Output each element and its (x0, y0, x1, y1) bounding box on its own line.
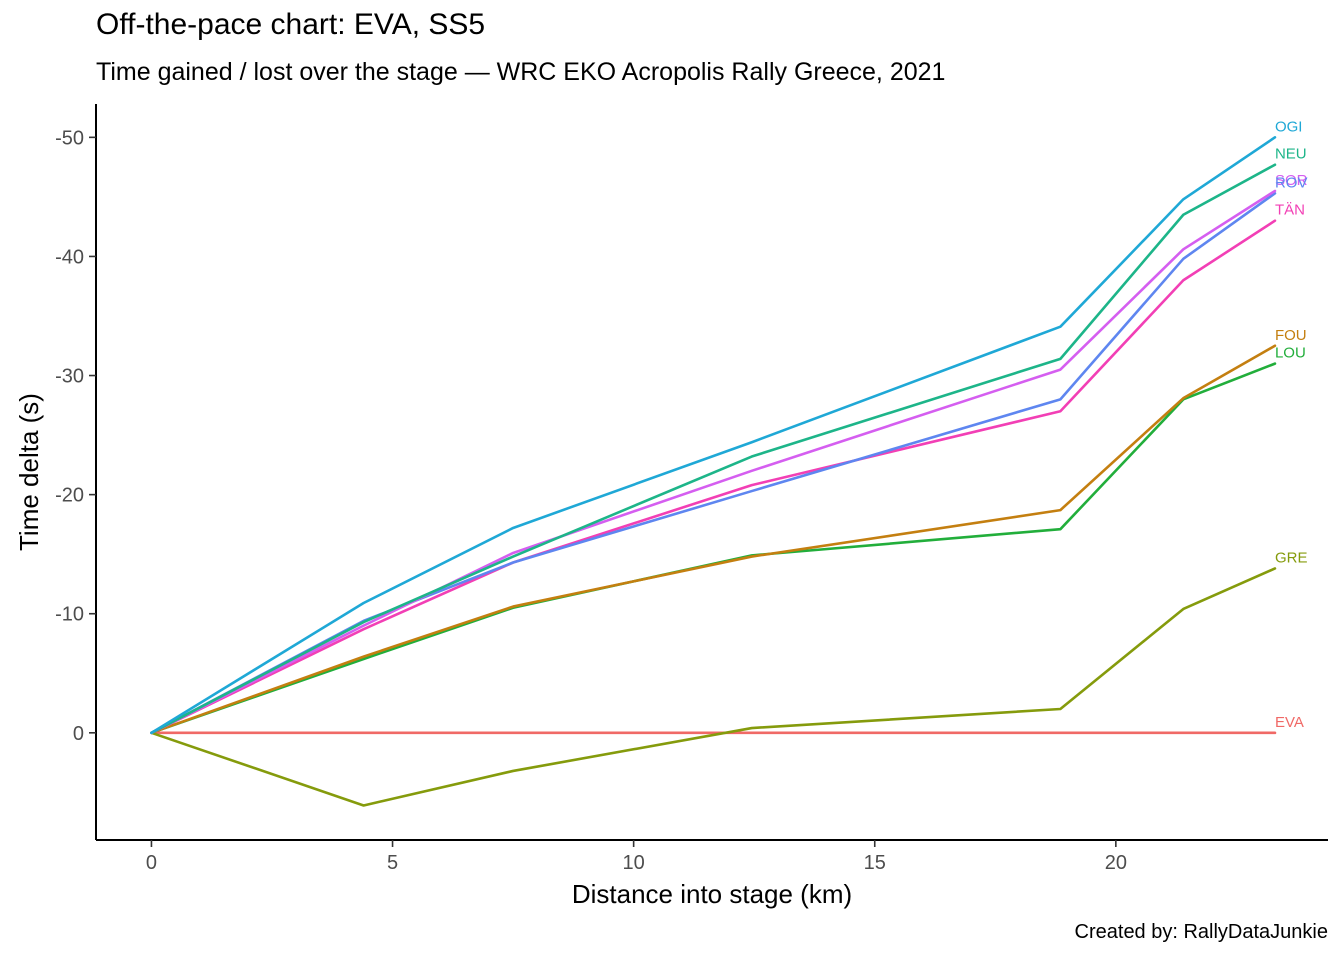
y-tick-label: -40 (55, 246, 84, 268)
series-line-tän (150, 219, 1277, 735)
series-line-ogi (150, 136, 1277, 735)
series-end-label: TÄN (1275, 202, 1305, 219)
x-tick-label: 0 (146, 852, 157, 874)
y-tick-label: 0 (73, 723, 84, 745)
x-axis-label: Distance into stage (km) (572, 879, 852, 909)
series-line-lou (150, 362, 1277, 735)
chart-caption: Created by: RallyDataJunkie (1074, 921, 1328, 943)
series-line-sor (150, 189, 1277, 735)
series-line-neu (150, 163, 1277, 735)
chart-title: Off-the-pace chart: EVA, SS5 (96, 8, 486, 41)
y-tick-label: -50 (55, 127, 84, 149)
y-axis-label: Time delta (s) (14, 393, 44, 551)
x-tick-label: 20 (1105, 852, 1127, 874)
y-tick-label: -20 (55, 485, 84, 507)
x-tick-label: 15 (864, 852, 886, 874)
series-end-label: GRE (1275, 549, 1308, 566)
chart-subtitle: Time gained / lost over the stage — WRC … (96, 58, 946, 86)
series-end-label: NEU (1275, 146, 1307, 163)
axes (95, 104, 1328, 841)
y-tick-label: -30 (55, 366, 84, 388)
series-end-label: SOR (1275, 172, 1308, 189)
series-line-fou (150, 344, 1277, 735)
x-tick-label: 5 (387, 852, 398, 874)
series-end-label: FOU (1275, 327, 1307, 344)
axis-ticks: 0 5 10 15 20 0 -10 -20 -30 -40 -50 (55, 127, 1127, 874)
x-tick-label: 10 (623, 852, 645, 874)
y-tick-label: -10 (55, 604, 84, 626)
series-line-gre (150, 567, 1277, 807)
series-end-label: EVA (1275, 714, 1304, 731)
series-end-label: LOU (1275, 345, 1306, 362)
series-end-label: OGI (1275, 118, 1303, 135)
series-end-label: ROV (1275, 174, 1308, 191)
